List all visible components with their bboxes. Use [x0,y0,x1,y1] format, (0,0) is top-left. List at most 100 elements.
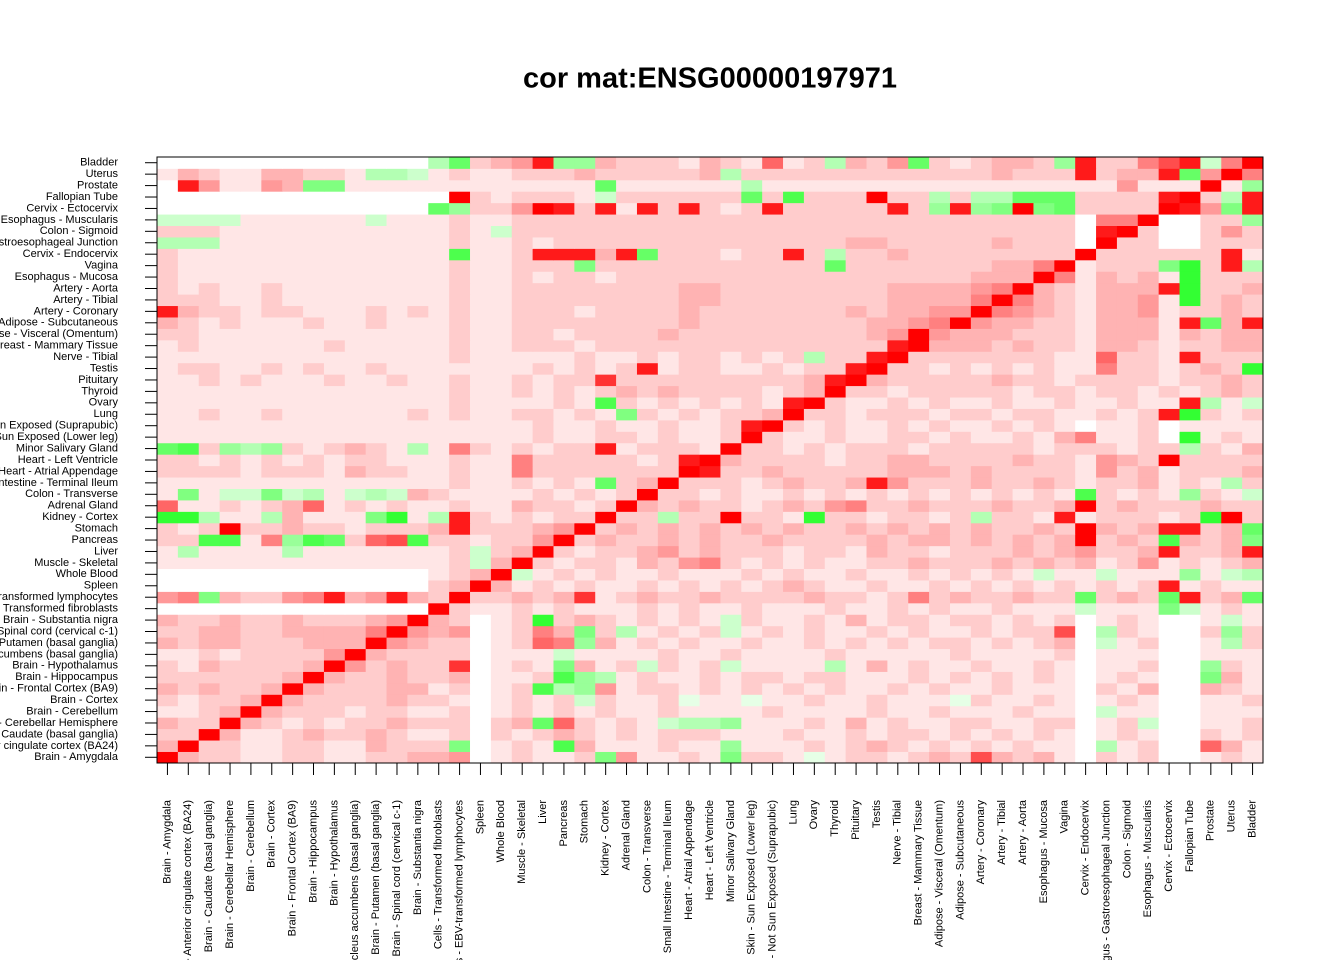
heatmap-cell [344,488,367,501]
heatmap-cell [1158,602,1180,615]
heatmap-cell [323,317,346,329]
heatmap-cell [741,625,763,638]
heatmap-cell [1137,682,1160,695]
heatmap-cell [1012,305,1034,318]
heatmap-cell [1158,625,1180,638]
heatmap-cell [678,374,700,387]
heatmap-cell [1200,305,1222,318]
heatmap-cell [699,682,721,695]
heatmap-cell [616,751,638,764]
heatmap-cell [657,317,680,329]
heatmap-cell [636,717,659,730]
heatmap-cell [198,477,221,489]
heatmap-cell [1242,362,1264,375]
heatmap-cell [386,545,408,558]
heatmap-cell [157,500,179,512]
heatmap-cell [720,259,742,272]
heatmap-cell [678,339,700,352]
heatmap-cell [908,728,930,741]
heatmap-cell [741,671,763,684]
heatmap-cell [803,682,826,695]
heatmap-cell [365,511,387,524]
heatmap-cell [1033,637,1055,650]
heatmap-cell [636,351,659,364]
heatmap-cell [1096,317,1118,329]
heatmap-cell [720,157,742,169]
heatmap-cell [678,431,700,444]
heatmap-cell [1158,294,1180,307]
heatmap-cell [1200,271,1222,284]
x-tick-label: Bladder [1246,800,1258,838]
heatmap-cell [1200,637,1222,650]
heatmap-cell [616,317,638,329]
heatmap-cell [929,237,951,249]
heatmap-cell [407,637,429,650]
heatmap-cell [490,614,513,627]
heatmap-cell [219,431,241,444]
heatmap-cell [323,168,346,181]
heatmap-cell [991,580,1013,592]
heatmap-cell [574,500,596,512]
heatmap-cell [490,168,513,181]
heatmap-cell [991,740,1013,752]
heatmap-cell [323,648,346,661]
heatmap-cell [824,237,847,249]
heatmap-cell [824,500,847,512]
heatmap-cell [323,557,346,570]
heatmap-cell [1075,534,1097,547]
heatmap-cell [866,591,888,604]
heatmap-cell [741,751,763,764]
heatmap-cell [261,488,283,501]
heatmap-cell [574,705,596,718]
heatmap-cell [824,671,847,684]
heatmap-cell [887,648,909,661]
heatmap-cell [282,431,304,444]
heatmap-cell [1137,477,1160,489]
heatmap-cell [636,385,659,398]
heatmap-cell [470,317,492,329]
heatmap-cell [970,568,993,581]
heatmap-cell [532,328,554,341]
heatmap-cell [866,328,888,341]
heatmap-cell [1116,591,1139,604]
heatmap-cell [449,694,471,707]
heatmap-cell [824,202,847,215]
heatmap-cell [929,271,951,284]
heatmap-cell [1054,614,1076,627]
heatmap-cell [282,157,304,169]
x-tick-label: Brain - Amygdala [161,799,173,884]
y-tick-label: Cells - EBV-transformed lymphocytes [0,591,118,603]
heatmap-cell [1200,362,1222,375]
heatmap-cell [553,511,575,524]
heatmap-cell [282,248,304,261]
heatmap-cell [323,442,346,455]
heatmap-cell [678,248,700,261]
heatmap-cell [741,522,763,535]
heatmap-cell [1116,465,1139,478]
heatmap-cell [970,682,993,695]
heatmap-cell [866,488,888,501]
heatmap-cell [511,225,534,238]
heatmap-cell [344,580,367,592]
heatmap-cell [949,385,972,398]
heatmap-cell [386,522,408,535]
heatmap-cell [1075,717,1097,730]
heatmap-cell [991,442,1013,455]
heatmap-cell [595,442,617,455]
heatmap-cell [553,465,575,478]
heatmap-cell [824,419,847,432]
heatmap-cell [699,602,721,615]
heatmap-cell [1158,522,1180,535]
heatmap-cell [1179,397,1201,409]
heatmap-cell [949,500,972,512]
x-tick-label: Brain - Cerebellar Hemisphere [224,800,236,949]
heatmap-cell [219,385,241,398]
heatmap-cell [1158,614,1180,627]
x-tick-label: Fallopian Tube [1184,800,1196,872]
x-tick-label: Esophagus - Mucosa [1038,799,1050,903]
heatmap-cell [616,397,638,409]
heatmap-cell [490,751,513,764]
heatmap-cell [1012,191,1034,204]
heatmap-cell [991,602,1013,615]
heatmap-cell [1033,477,1055,489]
